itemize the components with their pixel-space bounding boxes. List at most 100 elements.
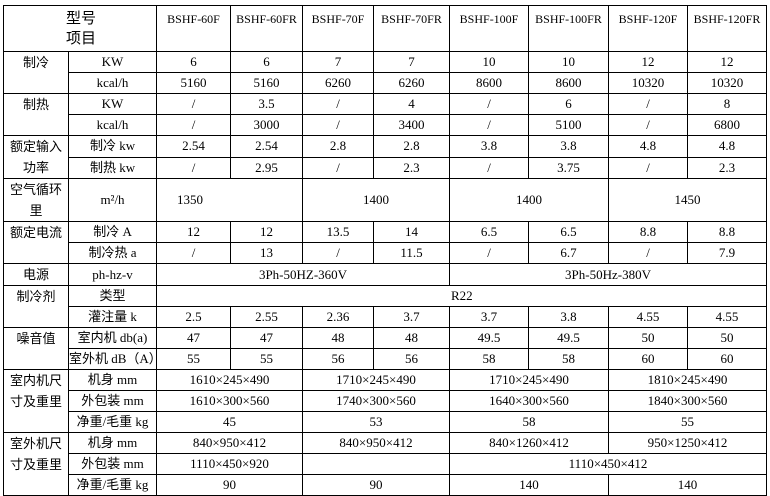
value-cell: 12 bbox=[156, 221, 232, 243]
table-row: 灌注量 k 2.5 2.55 2.36 3.7 3.7 3.8 4.55 4.55 bbox=[4, 306, 768, 328]
row-unit-label: ph-hz-v bbox=[67, 263, 158, 286]
value-cell: 1810×245×490 bbox=[608, 369, 768, 391]
model-header: BSHF-120FR bbox=[687, 5, 768, 52]
value-cell: 50 bbox=[608, 327, 689, 349]
value-cell: 3.7 bbox=[373, 306, 451, 328]
value-cell: 4.8 bbox=[608, 135, 689, 158]
value-cell: 10 bbox=[528, 51, 610, 73]
value-cell: 45 bbox=[156, 411, 304, 433]
spec-table: 型号 项目 BSHF-60F BSHF-60FR BSHF-70F BSHF-70FR B… bbox=[2, 5, 768, 496]
value-cell: 47 bbox=[230, 327, 304, 349]
value-cell: / bbox=[608, 114, 689, 136]
value-cell: 13 bbox=[230, 242, 304, 264]
value-cell: 140 bbox=[449, 474, 610, 496]
value-cell: 14 bbox=[373, 221, 451, 243]
value-cell: 58 bbox=[528, 348, 610, 370]
row-group-label: 额定输入 功率 bbox=[3, 135, 69, 179]
value-cell: 49.5 bbox=[528, 327, 610, 349]
value-cell: 6800 bbox=[687, 114, 768, 136]
value-cell: 4.8 bbox=[687, 135, 768, 158]
row-unit-label: KW bbox=[67, 51, 158, 73]
value-cell: / bbox=[302, 114, 375, 136]
value-cell: 58 bbox=[449, 348, 530, 370]
table-row: 制热 kw/2.95/2.3/3.75/2.3 bbox=[4, 156, 768, 179]
value-cell: R22 bbox=[156, 285, 768, 307]
value-cell: 90 bbox=[156, 474, 304, 496]
row-unit-label: 室外机 dB（A） bbox=[67, 348, 158, 370]
value-cell: 12 bbox=[608, 51, 689, 73]
value-cell: 50 bbox=[687, 327, 768, 349]
row-unit-label: 制冷 kw bbox=[67, 135, 158, 158]
value-cell: 49.5 bbox=[449, 327, 530, 349]
value-cell: 2.36 bbox=[302, 306, 375, 328]
row-group-label: 空气循环里 bbox=[3, 178, 69, 222]
value-cell: 2.8 bbox=[302, 135, 375, 158]
value-cell: 60 bbox=[608, 348, 689, 370]
table-row: 制冷 KW 6 6 7 7 10 10 12 12 bbox=[3, 51, 768, 94]
table-row: 额定电流 制冷 A 12 12 13.5 14 6.5 6.5 8.8 8.8 bbox=[3, 221, 768, 264]
value-cell: / bbox=[449, 114, 530, 136]
value-cell: 10320 bbox=[608, 72, 689, 94]
value-cell: 1110×450×412 bbox=[449, 453, 768, 475]
value-cell: 4.55 bbox=[687, 306, 768, 328]
value-cell: / bbox=[156, 93, 232, 115]
value-cell: 3.8 bbox=[528, 306, 610, 328]
value-cell: 4 bbox=[373, 93, 451, 115]
header-row: 型号 项目 BSHF-60F BSHF-60FR BSHF-70F BSHF-70FR B… bbox=[2, 5, 768, 52]
table-row: 制热 KW/3.5/4/6/8 bbox=[3, 93, 768, 136]
table-row: 外包装 mm 1610×300×560 1740×300×560 1640×300×5… bbox=[4, 390, 768, 412]
value-cell: 840×950×412 bbox=[156, 432, 304, 454]
value-cell: 840×1260×412 bbox=[449, 432, 610, 454]
value-cell: 2.95 bbox=[230, 156, 304, 179]
row-unit-label: 类型 bbox=[67, 285, 158, 307]
value-cell: 55 bbox=[230, 348, 304, 370]
value-cell: / bbox=[156, 114, 232, 136]
row-unit-label: 外包装 mm bbox=[67, 390, 158, 412]
value-cell: 840×950×412 bbox=[302, 432, 451, 454]
row-unit-label: 外包装 mm bbox=[67, 453, 158, 475]
table-row: 净重/毛重 kg 45 53 58 55 bbox=[4, 411, 768, 433]
value-cell: 10320 bbox=[687, 72, 768, 94]
row-group-label: 室内机尺 寸及重里 bbox=[3, 369, 69, 433]
value-cell: 56 bbox=[302, 348, 375, 370]
row-group-label: 室外机尺 寸及重里 bbox=[3, 432, 69, 496]
value-cell: 3.8 bbox=[449, 135, 530, 158]
table-row: 室外机尺 寸及重里 机身 mm 840×950×412 840×950×412 840×… bbox=[3, 432, 768, 496]
row-unit-label: kcal/h bbox=[67, 72, 158, 94]
value-cell: 6 bbox=[230, 51, 304, 73]
value-cell: 8600 bbox=[449, 72, 530, 94]
value-cell: / bbox=[449, 93, 530, 115]
value-cell: 8.8 bbox=[608, 221, 689, 243]
table-row: 净重/毛重 kg 90 90 140 140 bbox=[4, 474, 768, 496]
value-cell: 6.5 bbox=[528, 221, 610, 243]
value-cell: 48 bbox=[302, 327, 375, 349]
value-cell: 6 bbox=[156, 51, 232, 73]
value-cell: 58 bbox=[449, 411, 610, 433]
row-unit-label: 制冷 A bbox=[67, 221, 158, 243]
value-cell: 1610×245×490 bbox=[156, 369, 304, 391]
value-cell: 3Ph-50Hz-380V bbox=[449, 263, 768, 286]
table-row: 制冷热 a/13/11.5/6.7/7.9 bbox=[4, 242, 768, 264]
value-cell: 8 bbox=[687, 93, 768, 115]
model-header: BSHF-70FR bbox=[373, 5, 451, 52]
value-cell: 1840×300×560 bbox=[608, 390, 768, 412]
value-cell: 6.5 bbox=[449, 221, 530, 243]
value-cell: 2.5 bbox=[156, 306, 232, 328]
table-row: 制冷剂 类型 R22 bbox=[3, 285, 768, 328]
model-header: BSHF-60F bbox=[156, 5, 232, 52]
value-cell: 47 bbox=[156, 327, 232, 349]
row-unit-label: m²/h bbox=[67, 178, 158, 222]
table-row: kcal/h 5160 5160 6260 6260 8600 8600 10320 10320 bbox=[4, 72, 768, 94]
value-cell: 1350 bbox=[156, 178, 304, 222]
row-unit-label: 机身 mm bbox=[67, 369, 158, 391]
value-cell: 5100 bbox=[528, 114, 610, 136]
table-row: 噪音值 室内机 db(a) 47 47 48 48 49.5 49.5 50 50 bbox=[3, 327, 768, 370]
value-cell: 11.5 bbox=[373, 242, 451, 264]
value-cell: 12 bbox=[230, 221, 304, 243]
value-cell: 3.75 bbox=[528, 156, 610, 179]
value-cell: 13.5 bbox=[302, 221, 375, 243]
row-unit-label: 净重/毛重 kg bbox=[67, 411, 158, 433]
model-header: BSHF-100F bbox=[449, 5, 530, 52]
value-cell: 1400 bbox=[302, 178, 451, 222]
value-cell: / bbox=[608, 156, 689, 179]
